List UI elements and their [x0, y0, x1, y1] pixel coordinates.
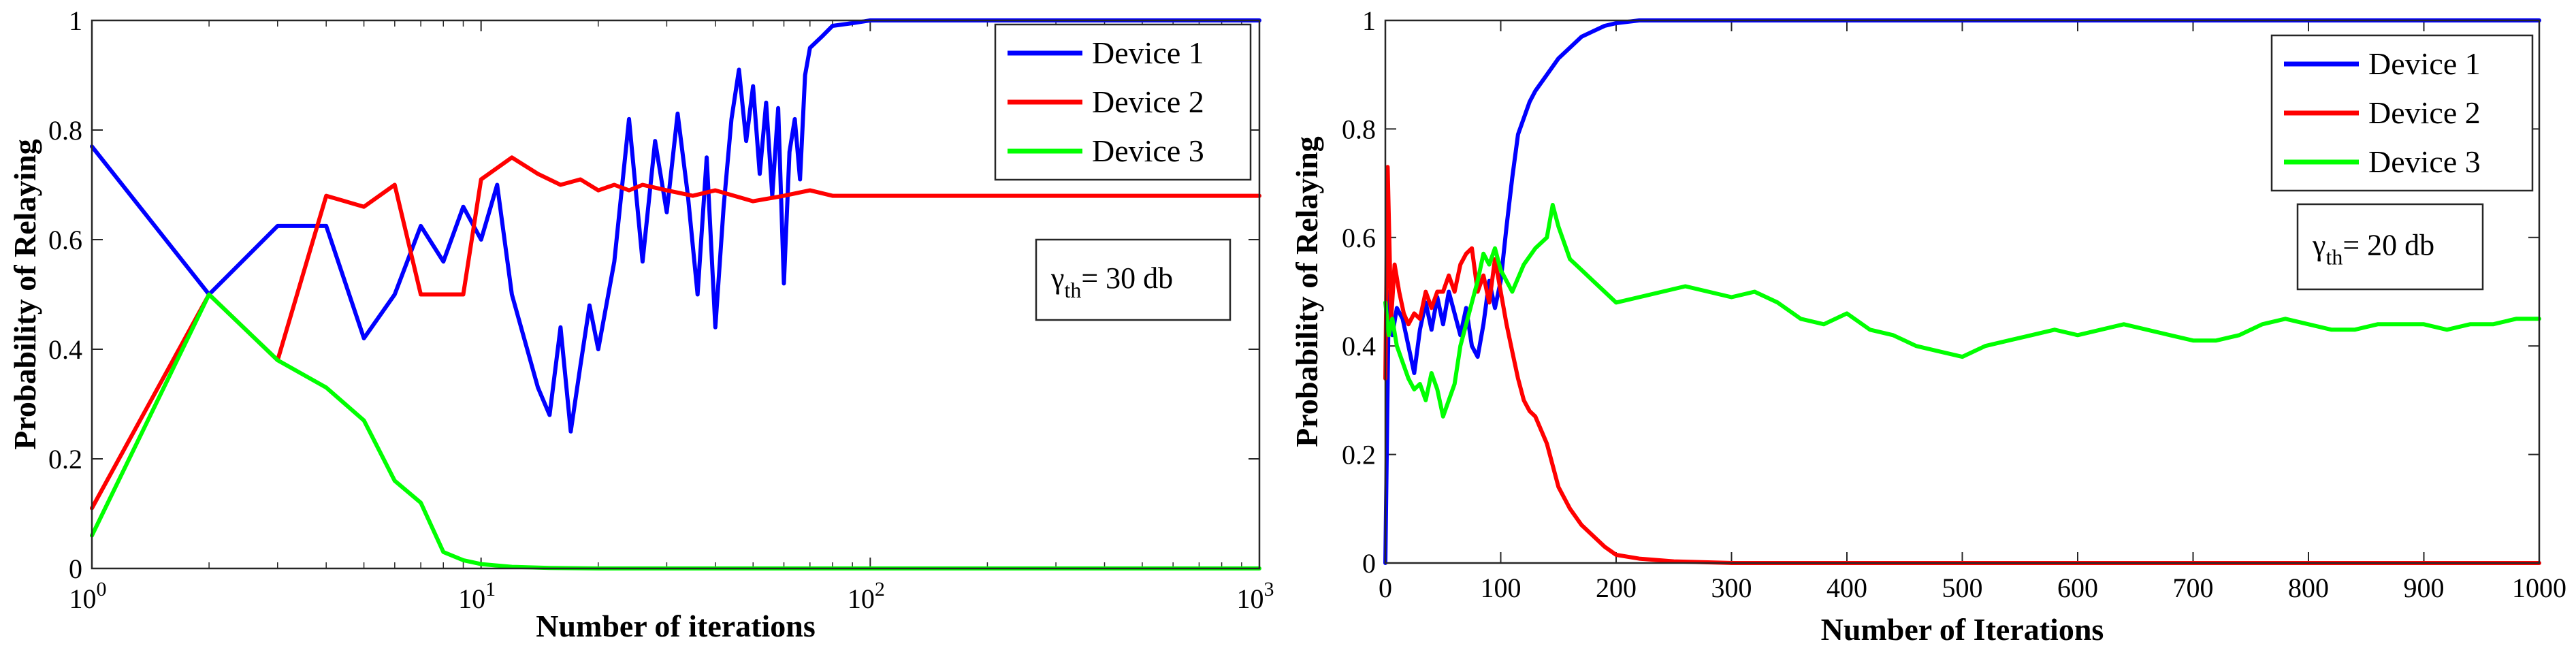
x-tick-label: 900 — [2404, 573, 2445, 603]
annotation-box — [2296, 203, 2484, 291]
y-axis-label: Probability of Relaying — [7, 139, 42, 450]
legend-label: Device 3 — [2368, 144, 2481, 179]
legend-label: Device 2 — [2368, 95, 2481, 130]
axes-frame — [1384, 19, 2541, 564]
annotation: γth= 30 db — [1035, 238, 1231, 321]
x-tick-label: 0 — [1379, 573, 1392, 603]
legend-label: Device 2 — [1092, 84, 1204, 119]
y-tick-label: 0.2 — [1342, 440, 1376, 470]
series-line-device-2 — [90, 155, 1261, 511]
y-tick-label: 0.4 — [48, 334, 82, 365]
annotation-text: γth= 20 db — [2312, 229, 2434, 270]
x-tick-label: 800 — [2288, 573, 2329, 603]
annotation-box — [1035, 238, 1231, 321]
annotation-text: γth= 30 db — [1050, 261, 1173, 302]
y-tick-label: 0.2 — [48, 444, 82, 475]
legend: Device 1 Device 2 Device 3 — [2270, 34, 2534, 192]
legend-label: Device 1 — [2368, 46, 2481, 81]
x-tick-label: 700 — [2173, 573, 2214, 603]
x-tick-label: 200 — [1596, 573, 1637, 603]
axes-frame — [91, 19, 1261, 570]
annotation: γth= 20 db — [2296, 203, 2484, 291]
x-axis-label: Number of iterations — [536, 609, 816, 643]
y-tick-label: 0 — [69, 553, 82, 584]
legend-label: Device 1 — [1092, 35, 1204, 70]
x-tick-label: 101 — [458, 578, 496, 614]
chart-left: 0 0.2 0.4 0.6 0.8 1 100 101 102 103 Number of iter… — [7, 5, 1274, 643]
x-axis-label: Number of Iterations — [1821, 612, 2104, 647]
x-tick-label: 500 — [1942, 573, 1983, 603]
y-tick-label: 0.6 — [48, 225, 82, 255]
x-tick-label: 600 — [2057, 573, 2098, 603]
y-tick-label: 1 — [1362, 5, 1376, 36]
x-tick-label: 100 — [1481, 573, 1522, 603]
chart-right: 0 0.2 0.4 0.6 0.8 1 0 100 200 300 400 500 600 700 800 9… — [1289, 5, 2566, 647]
x-tick-label: 100 — [69, 578, 107, 614]
y-axis-label: Probability of Relaying — [1289, 136, 1324, 447]
x-tick-label: 102 — [848, 578, 885, 614]
x-tick-label: 103 — [1237, 578, 1274, 614]
y-tick-label: 0.4 — [1342, 331, 1376, 361]
legend-label: Device 3 — [1092, 133, 1204, 168]
y-tick-label: 0.8 — [1342, 114, 1376, 144]
series-line-device-1 — [90, 18, 1261, 434]
series-line-device-3 — [1383, 203, 2541, 419]
y-tick-label: 0.8 — [48, 115, 82, 146]
y-tick-label: 0 — [1362, 548, 1376, 579]
legend: Device 1 Device 2 Device 3 — [994, 23, 1252, 181]
y-tick-label: 0.6 — [1342, 223, 1376, 253]
x-tick-label: 1000 — [2512, 573, 2566, 603]
x-tick-label: 400 — [1826, 573, 1867, 603]
y-tick-label: 1 — [69, 5, 82, 36]
x-tick-label: 300 — [1711, 573, 1752, 603]
